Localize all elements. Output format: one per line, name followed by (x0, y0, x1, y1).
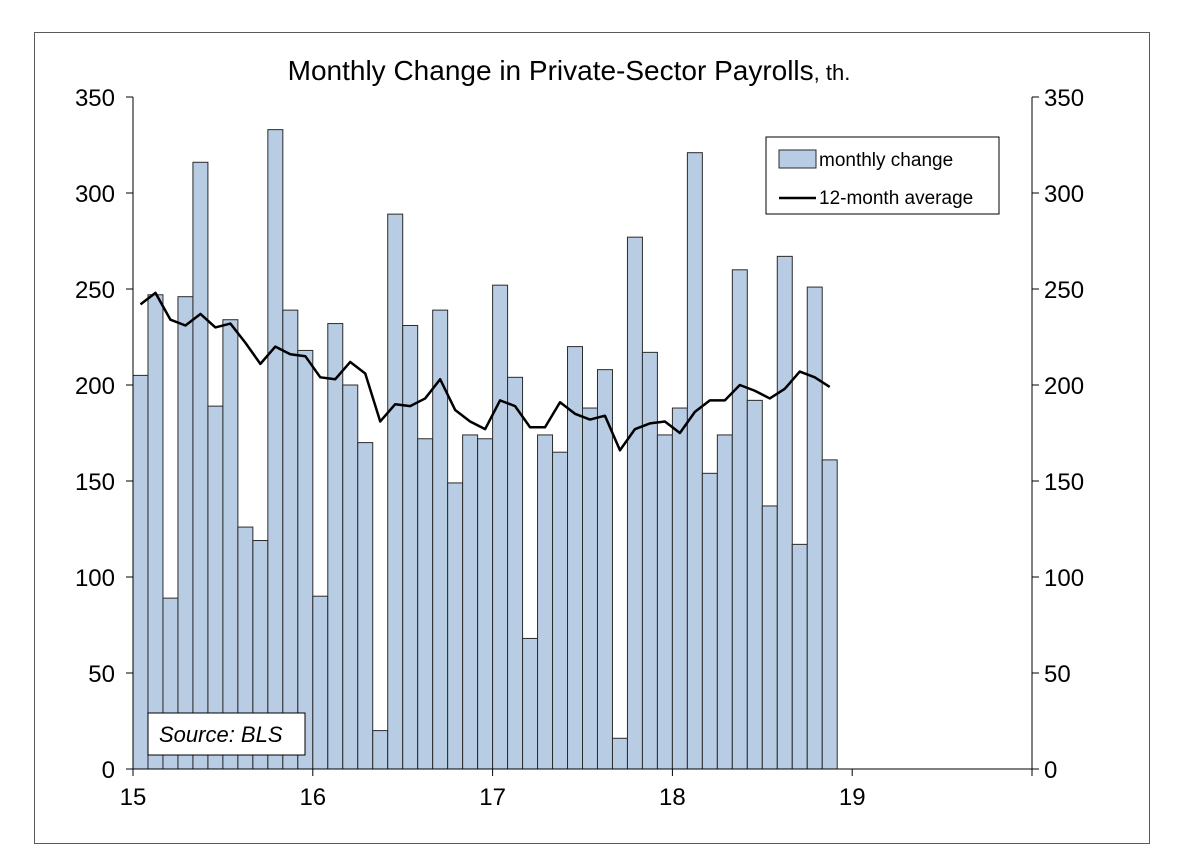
bar-monthly-change (746, 399, 763, 770)
bar-monthly-change (327, 323, 344, 770)
bars-layer (132, 129, 838, 770)
y-tick-label-right: 250 (1044, 277, 1084, 304)
bar-monthly-change (626, 236, 643, 770)
legend-swatch-monthly-change (778, 149, 817, 169)
y-tick-label-right: 300 (1044, 181, 1084, 208)
bar-monthly-change (507, 376, 524, 770)
bar-monthly-change (731, 269, 748, 770)
bar-monthly-change (357, 442, 374, 770)
legend-label-12-month-average: 12-month average (819, 188, 973, 209)
y-tick-label-right: 0 (1044, 757, 1057, 784)
x-tick-label: 18 (659, 784, 686, 811)
bar-monthly-change (761, 505, 778, 770)
bar-monthly-change (132, 374, 149, 770)
axes-layer: 0 50 100 150 200 250 300 350 0 50 100 150 200 250 300 3… (75, 85, 1084, 811)
bar-monthly-change (806, 286, 823, 770)
bar-monthly-change (267, 129, 284, 770)
bar-monthly-change (611, 737, 628, 770)
y-tick-label-left: 0 (102, 757, 115, 784)
bar-monthly-change (282, 309, 299, 770)
bar-monthly-change (342, 384, 359, 770)
x-tick-label: 16 (299, 784, 326, 811)
bar-monthly-change (462, 434, 479, 770)
y-tick-label-left: 350 (75, 85, 115, 112)
bar-monthly-change (372, 730, 389, 770)
x-tick-label: 17 (479, 784, 506, 811)
y-tick-label-left: 200 (75, 373, 115, 400)
bar-monthly-change (177, 296, 194, 770)
line-layer (139, 291, 831, 452)
bar-monthly-change (447, 482, 464, 770)
y-tick-label-left: 100 (75, 565, 115, 592)
bar-monthly-change (791, 543, 808, 770)
bar-monthly-change (776, 255, 793, 770)
x-tick-label: 19 (839, 784, 866, 811)
y-tick-label-left: 50 (88, 661, 115, 688)
legend: monthly change 12-month average (765, 136, 1000, 215)
bar-monthly-change (312, 595, 329, 770)
bar-monthly-change (537, 434, 554, 770)
chart-frame: Monthly Change in Private-Sector Payroll… (34, 32, 1150, 844)
bar-monthly-change (147, 294, 164, 770)
bar-monthly-change (582, 407, 598, 770)
chart-svg: Monthly Change in Private-Sector Payroll… (75, 55, 1084, 811)
bar-monthly-change (656, 434, 673, 770)
y-tick-label-right: 100 (1044, 565, 1084, 592)
bar-monthly-change (402, 324, 419, 770)
bar-monthly-change (417, 438, 434, 770)
legend-label-monthly-change: monthly change (819, 150, 953, 171)
bar-monthly-change (222, 319, 239, 770)
y-tick-label-right: 150 (1044, 469, 1084, 496)
bar-monthly-change (701, 472, 718, 770)
bar-monthly-change (492, 284, 509, 770)
source-note-box: Source: BLS (147, 712, 306, 756)
chart-title-unit: , th. (814, 60, 851, 85)
x-tick-label: 15 (120, 784, 147, 811)
bar-monthly-change (477, 438, 494, 770)
bar-monthly-change (716, 434, 733, 770)
bar-monthly-change (522, 637, 539, 770)
bar-monthly-change (671, 407, 688, 770)
line-12-month-average (139, 291, 831, 452)
bar-monthly-change (192, 161, 209, 770)
y-tick-label-left: 300 (75, 181, 115, 208)
bar-monthly-change (686, 152, 703, 770)
y-tick-label-left: 150 (75, 469, 115, 496)
bar-monthly-change (821, 459, 838, 770)
y-tick-label-left: 250 (75, 277, 115, 304)
bar-monthly-change (387, 213, 404, 770)
y-tick-label-right: 200 (1044, 373, 1084, 400)
chart-title: Monthly Change in Private-Sector Payroll… (288, 55, 814, 86)
bar-monthly-change (297, 349, 314, 770)
source-note: Source: BLS (159, 722, 283, 747)
bar-monthly-change (552, 451, 569, 770)
y-tick-label-right: 350 (1044, 85, 1084, 112)
y-tick-label-right: 50 (1044, 661, 1071, 688)
bar-monthly-change (641, 351, 658, 770)
